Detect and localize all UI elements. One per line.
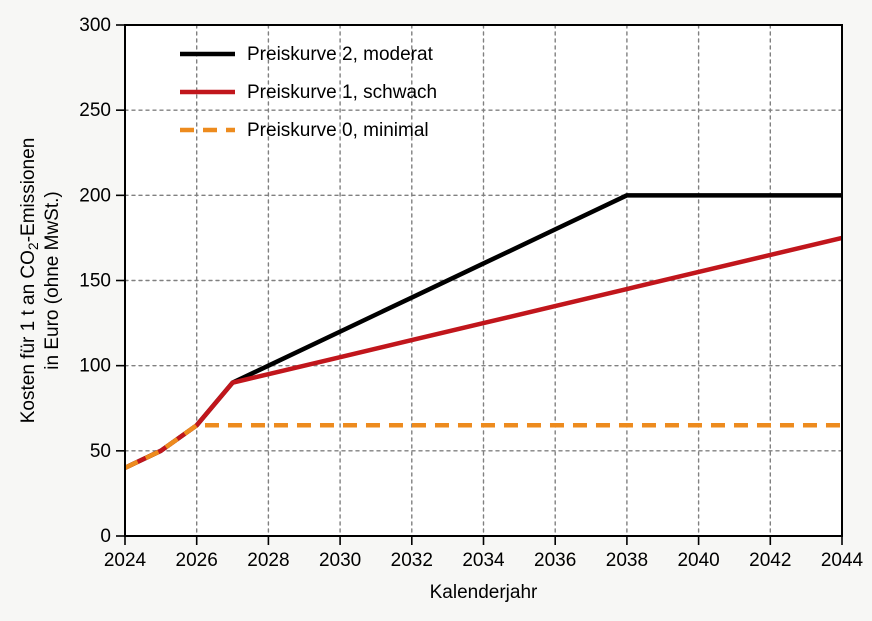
x-tick-label: 2026 (176, 550, 218, 571)
x-tick-label: 2038 (606, 550, 648, 571)
x-axis-label: Kalenderjahr (430, 582, 538, 603)
svg-text:in Euro (ohne MwSt.): in Euro (ohne MwSt.) (42, 191, 63, 369)
svg-text:Kosten für 1 t an CO2-Emission: Kosten für 1 t an CO2-Emissionen (18, 138, 41, 424)
y-tick-label: 200 (79, 185, 111, 206)
y-tick-label: 100 (79, 356, 111, 377)
y-tick-label: 250 (79, 100, 111, 121)
x-tick-label: 2024 (104, 550, 147, 571)
chart-svg: 2024 2026 2028 2030 2032 2034 2036 2038 2040 2042… (0, 0, 872, 621)
legend-label-curve0: Preiskurve 0, minimal (247, 120, 429, 141)
x-tick-label: 2034 (462, 550, 505, 571)
x-tick-label: 2030 (319, 550, 361, 571)
y-tick-label: 0 (100, 526, 111, 547)
x-tick-label: 2036 (534, 550, 576, 571)
y-tick-label: 150 (79, 271, 111, 292)
x-tick-label: 2044 (821, 550, 864, 571)
legend-label-curve2: Preiskurve 2, moderat (247, 44, 434, 65)
legend-label-curve1: Preiskurve 1, schwach (247, 82, 437, 103)
x-tick-label: 2040 (677, 550, 719, 571)
co2-price-chart: 2024 2026 2028 2030 2032 2034 2036 2038 2040 2042… (0, 0, 872, 621)
x-tick-label: 2042 (749, 550, 791, 571)
y-tick-label: 300 (79, 15, 111, 36)
x-tick-label: 2028 (247, 550, 289, 571)
y-tick-label: 50 (90, 441, 111, 462)
x-tick-label: 2032 (391, 550, 433, 571)
